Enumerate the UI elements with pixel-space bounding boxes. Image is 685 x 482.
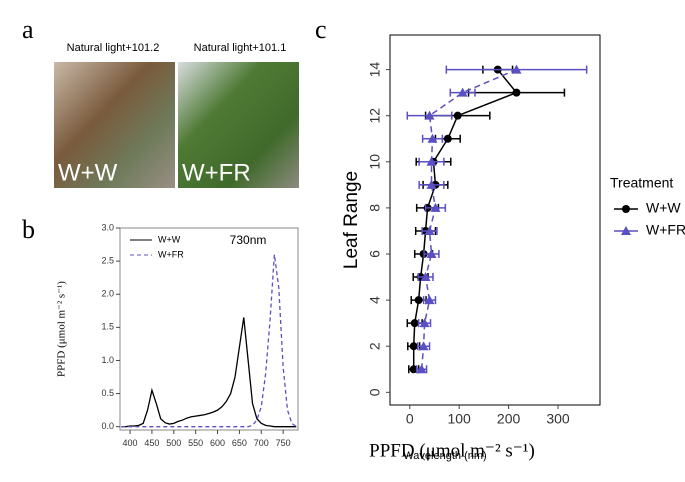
x-tick-label: 400 (123, 438, 138, 448)
point (419, 318, 430, 328)
point (443, 134, 452, 143)
point (409, 365, 418, 374)
point (457, 87, 468, 97)
point (420, 272, 431, 282)
point (511, 64, 522, 74)
legend-label: W+W (158, 234, 181, 244)
point (416, 364, 427, 374)
series-line (121, 254, 297, 428)
point (512, 88, 521, 97)
x-tick-label: 750 (276, 438, 291, 448)
photo (54, 62, 175, 188)
photo-caption: Natural light+101.2 (67, 42, 160, 54)
point (410, 319, 419, 328)
x-axis-label: PPFD (μmol m⁻² s⁻¹) (369, 440, 535, 461)
point (427, 133, 438, 143)
y-tick-label: 0.5 (101, 388, 114, 398)
point (424, 110, 435, 120)
point (418, 341, 429, 351)
x-tick-label: 200 (497, 411, 521, 427)
x-tick-label: 450 (144, 438, 159, 448)
legend-marker (622, 205, 630, 213)
legend-title: Treatment (610, 175, 673, 191)
y-tick-label: 0.0 (101, 421, 114, 431)
legend-label: W+FR (646, 222, 685, 238)
point (426, 179, 437, 189)
x-axis-label: Wavelength (nm) (403, 450, 486, 462)
y-tick-label: 1.0 (101, 355, 114, 365)
y-tick-label: 2.0 (101, 289, 114, 299)
point (424, 225, 435, 235)
series-line (420, 68, 517, 370)
y-tick-label: 1.5 (101, 322, 114, 332)
y-axis-label: PPFD (μmol m⁻² s⁻¹) (56, 281, 68, 377)
x-tick-label: 100 (447, 411, 471, 427)
point (409, 342, 418, 351)
y-tick-label: 10 (367, 154, 383, 170)
annotation: 730nm (230, 233, 267, 247)
y-tick-label: 6 (367, 250, 383, 258)
x-tick-label: 600 (210, 438, 225, 448)
y-axis-label: Leaf Range (341, 171, 362, 269)
legend-label: W+W (646, 200, 681, 216)
y-tick-label: 3.0 (101, 222, 114, 232)
plot-frame (389, 34, 601, 406)
point (426, 249, 437, 259)
panel-letter: a (22, 15, 34, 44)
panel-letter: c (315, 15, 327, 44)
plot-frame (119, 227, 299, 431)
point (430, 202, 441, 212)
x-tick-label: 650 (232, 438, 247, 448)
x-tick-label: 550 (188, 438, 203, 448)
legend-label: W+FR (158, 249, 184, 259)
y-tick-label: 2.5 (101, 255, 114, 265)
series-line (121, 317, 297, 428)
point (426, 156, 437, 166)
photo-label: W+W (58, 159, 118, 186)
point (414, 296, 423, 305)
x-tick-label: 300 (546, 411, 570, 427)
x-tick-label: 700 (254, 438, 269, 448)
x-tick-label: 500 (166, 438, 181, 448)
photo (178, 62, 299, 188)
photo-label: W+FR (182, 159, 251, 186)
y-tick-label: 12 (367, 108, 383, 124)
y-tick-label: 2 (367, 342, 383, 350)
y-tick-label: 8 (367, 204, 383, 212)
legend-marker (621, 226, 631, 235)
y-tick-label: 4 (367, 296, 383, 304)
y-tick-label: 14 (367, 62, 383, 78)
point (453, 111, 462, 120)
x-tick-label: 0 (406, 411, 414, 427)
panel-letter: b (22, 215, 35, 244)
photo-caption: Natural light+101.1 (194, 42, 287, 54)
y-tick-label: 0 (367, 388, 383, 396)
point (424, 295, 435, 305)
